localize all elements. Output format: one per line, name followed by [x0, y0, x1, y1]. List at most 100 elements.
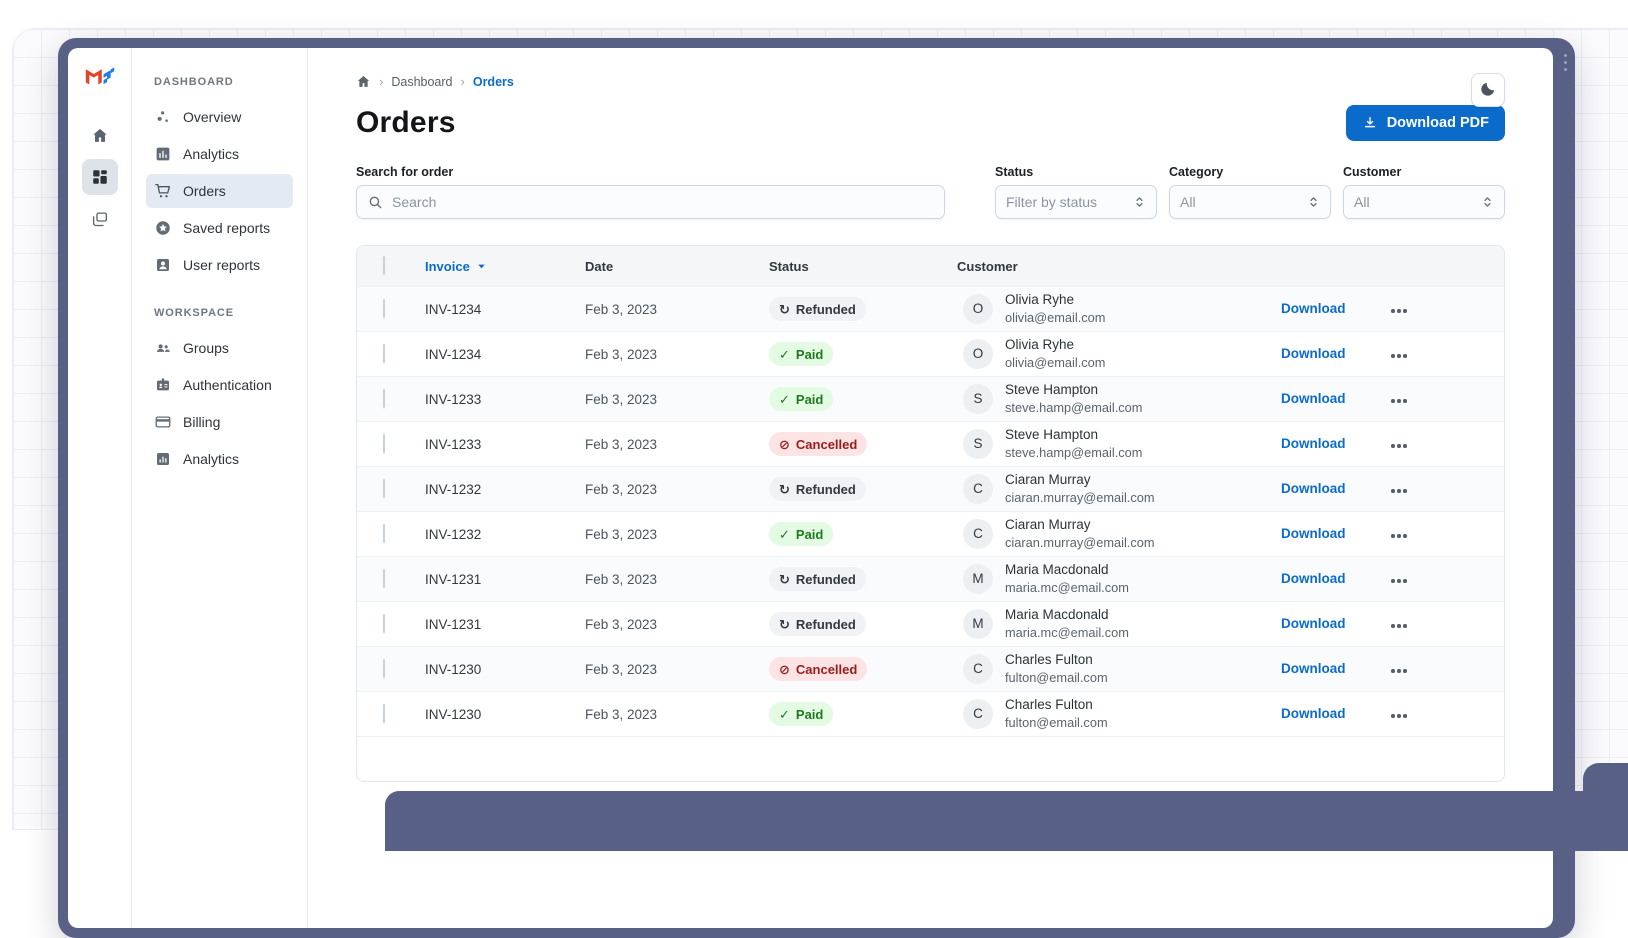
search-input[interactable]: [392, 194, 934, 210]
row-menu-button[interactable]: [1385, 393, 1413, 409]
chevron-right-icon: ›: [379, 75, 383, 88]
rail-layers-button[interactable]: [82, 201, 118, 237]
row-download-link[interactable]: Download: [1281, 661, 1346, 676]
status-select[interactable]: Filter by status: [995, 185, 1157, 219]
date-cell: Feb 3, 2023: [579, 572, 763, 587]
customer-name: Ciaran Murray: [1005, 517, 1155, 534]
sidebar-item-label: Billing: [183, 414, 220, 430]
sidebar-item-overview[interactable]: Overview: [146, 100, 293, 134]
customer-name: Ciaran Murray: [1005, 472, 1155, 489]
sidebar-section-workspace: WORKSPACE: [146, 307, 293, 319]
download-icon: [1362, 115, 1378, 131]
row-checkbox[interactable]: [383, 569, 385, 588]
row-menu-button[interactable]: [1385, 348, 1413, 364]
row-checkbox[interactable]: [383, 524, 385, 543]
status-label: Cancelled: [796, 662, 857, 677]
date-cell: Feb 3, 2023: [579, 482, 763, 497]
row-menu-button[interactable]: [1385, 483, 1413, 499]
sidebar-item-user-reports[interactable]: User reports: [146, 248, 293, 282]
customer-cell: C Ciaran Murray ciaran.murray@email.com: [951, 472, 1281, 506]
row-menu-button[interactable]: [1385, 708, 1413, 724]
invoice-cell: INV-1233: [419, 437, 579, 452]
updown-chevrons-icon: [1481, 195, 1494, 209]
row-download-link[interactable]: Download: [1281, 346, 1346, 361]
select-all-checkbox[interactable]: [383, 256, 385, 275]
home-icon: [91, 126, 109, 144]
breadcrumb-dashboard-link[interactable]: Dashboard: [391, 75, 452, 89]
row-download-link[interactable]: Download: [1281, 301, 1346, 316]
sidebar-section-dashboard: DASHBOARD: [146, 76, 293, 88]
customer-name: Olivia Ryhe: [1005, 292, 1105, 309]
background-window-top-edge: [385, 791, 1628, 851]
row-download-link[interactable]: Download: [1281, 436, 1346, 451]
row-checkbox[interactable]: [383, 659, 385, 678]
theme-toggle-button[interactable]: [1471, 73, 1505, 107]
table-row: INV-1234 Feb 3, 2023 ↻Refunded O Olivia …: [357, 286, 1504, 331]
invoice-cell: INV-1234: [419, 347, 579, 362]
row-menu-button[interactable]: [1385, 663, 1413, 679]
sidebar-item-orders[interactable]: Orders: [146, 174, 293, 208]
category-select[interactable]: All: [1169, 185, 1331, 219]
sidebar-item-label: Saved reports: [183, 220, 270, 236]
layers-icon: [91, 210, 109, 228]
avatar: S: [963, 429, 993, 459]
invoice-cell: INV-1232: [419, 527, 579, 542]
rail-dashboard-button[interactable]: [82, 159, 118, 195]
date-cell: Feb 3, 2023: [579, 302, 763, 317]
customer-select[interactable]: All: [1343, 185, 1505, 219]
sidebar-item-authentication[interactable]: Authentication: [146, 368, 293, 402]
row-menu-button[interactable]: [1385, 303, 1413, 319]
column-header-status: Status: [763, 259, 951, 274]
column-header-invoice[interactable]: Invoice: [419, 259, 579, 274]
row-menu-button[interactable]: [1385, 618, 1413, 634]
customer-cell: O Olivia Ryhe olivia@email.com: [951, 337, 1281, 371]
table-row: INV-1233 Feb 3, 2023 ✓Paid S Steve Hampt…: [357, 376, 1504, 421]
customer-cell: M Maria Macdonald maria.mc@email.com: [951, 607, 1281, 641]
customer-email: maria.mc@email.com: [1005, 625, 1129, 641]
row-menu-button[interactable]: [1385, 528, 1413, 544]
row-download-link[interactable]: Download: [1281, 571, 1346, 586]
customer-cell: S Steve Hampton steve.hamp@email.com: [951, 382, 1281, 416]
status-label: Refunded: [796, 617, 856, 632]
customer-email: steve.hamp@email.com: [1005, 400, 1142, 416]
filter-bar: Search for order Status Filter by status: [356, 165, 1505, 219]
status-label: Paid: [796, 392, 823, 407]
status-chip: ✓Paid: [769, 387, 833, 411]
customer-name: Steve Hampton: [1005, 382, 1142, 399]
row-download-link[interactable]: Download: [1281, 616, 1346, 631]
sidebar-item-groups[interactable]: Groups: [146, 331, 293, 365]
row-checkbox[interactable]: [383, 614, 385, 633]
invoice-cell: INV-1230: [419, 707, 579, 722]
sidebar-item-analytics[interactable]: Analytics: [146, 137, 293, 171]
status-icon: ✓: [779, 348, 790, 361]
avatar: C: [963, 699, 993, 729]
row-menu-button[interactable]: [1385, 573, 1413, 589]
row-checkbox[interactable]: [383, 434, 385, 453]
row-checkbox[interactable]: [383, 299, 385, 318]
rail-home-button[interactable]: [82, 117, 118, 153]
status-icon: ↻: [779, 573, 790, 586]
sidebar-item-billing[interactable]: Billing: [146, 405, 293, 439]
row-menu-button[interactable]: [1385, 438, 1413, 454]
customer-cell: C Charles Fulton fulton@email.com: [951, 652, 1281, 686]
row-download-link[interactable]: Download: [1281, 526, 1346, 541]
avatar: S: [963, 384, 993, 414]
sidebar-item-analytics-workspace[interactable]: Analytics: [146, 442, 293, 476]
sidebar-item-label: Analytics: [183, 146, 239, 162]
breadcrumb-home-icon[interactable]: [356, 74, 371, 89]
sidebar-item-saved-reports[interactable]: Saved reports: [146, 211, 293, 245]
row-checkbox[interactable]: [383, 479, 385, 498]
row-checkbox[interactable]: [383, 389, 385, 408]
status-select-value: Filter by status: [1006, 194, 1125, 210]
row-download-link[interactable]: Download: [1281, 706, 1346, 721]
mui-logo: [82, 62, 118, 96]
table-row: INV-1233 Feb 3, 2023 ⊘Cancelled S Steve …: [357, 421, 1504, 466]
sidebar-item-label: Groups: [183, 340, 229, 356]
download-pdf-button[interactable]: Download PDF: [1346, 105, 1505, 141]
breadcrumb: › Dashboard › Orders: [356, 74, 1505, 89]
row-checkbox[interactable]: [383, 344, 385, 363]
row-download-link[interactable]: Download: [1281, 481, 1346, 496]
row-checkbox[interactable]: [383, 704, 385, 723]
table-header-row: Invoice Date Status Customer: [357, 246, 1504, 286]
row-download-link[interactable]: Download: [1281, 391, 1346, 406]
